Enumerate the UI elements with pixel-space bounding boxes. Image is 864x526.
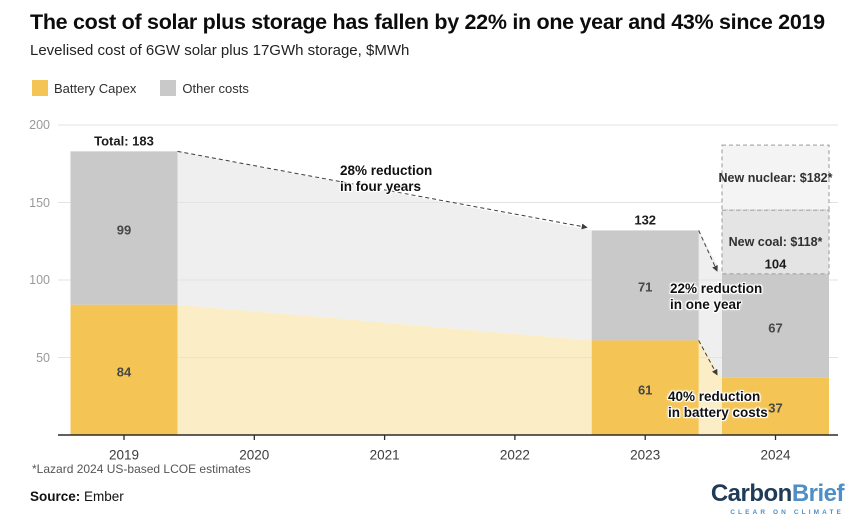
annotation-line: in one year: [670, 296, 742, 312]
logo-tagline: CLEAR ON CLIMATE: [730, 509, 844, 516]
bar-2019-battery-capex: [70, 304, 178, 435]
chart-subtitle: Levelised cost of 6GW solar plus 17GWh s…: [30, 42, 410, 59]
connector-battery-2019-2023: [177, 304, 592, 435]
footnote: *Lazard 2024 US-based LCOE estimates: [32, 462, 251, 476]
bar-2024-other-costs: [722, 273, 829, 378]
annotation-line: 40% reduction: [668, 389, 761, 404]
legend-label-1: Other costs: [182, 80, 249, 96]
bar-2019-other-costs: [70, 151, 178, 305]
legend-swatch-icon-1: [160, 80, 177, 96]
annotation-line: 22% reduction: [670, 281, 763, 296]
page-title: The cost of solar plus storage has falle…: [30, 10, 825, 34]
bar-2024-battery-capex: [722, 377, 829, 435]
legend-label-0: Battery Capex: [54, 80, 137, 96]
annotation-line: in four years: [340, 178, 422, 194]
logo-wordmark: CarbonBrief: [710, 480, 845, 507]
bar-2023-other-costs: [591, 230, 699, 341]
source-label: Source:: [30, 489, 81, 504]
source-line: Source: Ember: [30, 489, 124, 504]
annotation-reduction-one-year: 22% reduction in one year: [670, 281, 762, 312]
annotation-line: 28% reduction: [340, 163, 433, 178]
connector-battery-2023-2024: [698, 340, 722, 435]
logo-brief: Brief: [791, 480, 845, 507]
logo-carbon: Carbon: [710, 480, 793, 507]
annotation-reduction-battery-costs: 40% reduction in battery costs: [668, 389, 768, 420]
legend-item-0: Battery Capex: [32, 80, 136, 96]
annotation-line: in battery costs: [668, 404, 768, 420]
arrow-total-2023-2024: [698, 230, 718, 272]
benchmark-box-0: [721, 144, 830, 211]
annotation-reduction-four-years: 28% reduction in four years: [340, 163, 432, 194]
legend-item-1: Other costs: [160, 80, 249, 96]
benchmark-box-1: [721, 209, 830, 275]
legend: Battery Capex Other costs: [32, 80, 249, 96]
source-value: Ember: [84, 489, 124, 504]
legend-swatch-icon-0: [32, 80, 48, 96]
connector-other-2019-2023: [177, 151, 592, 341]
carbonbrief-logo: CarbonBrief CLEAR ON CLIMATE: [710, 480, 845, 517]
bar-2023-battery-capex: [591, 340, 699, 435]
arrow-total-2019-2023: [177, 150, 588, 230]
